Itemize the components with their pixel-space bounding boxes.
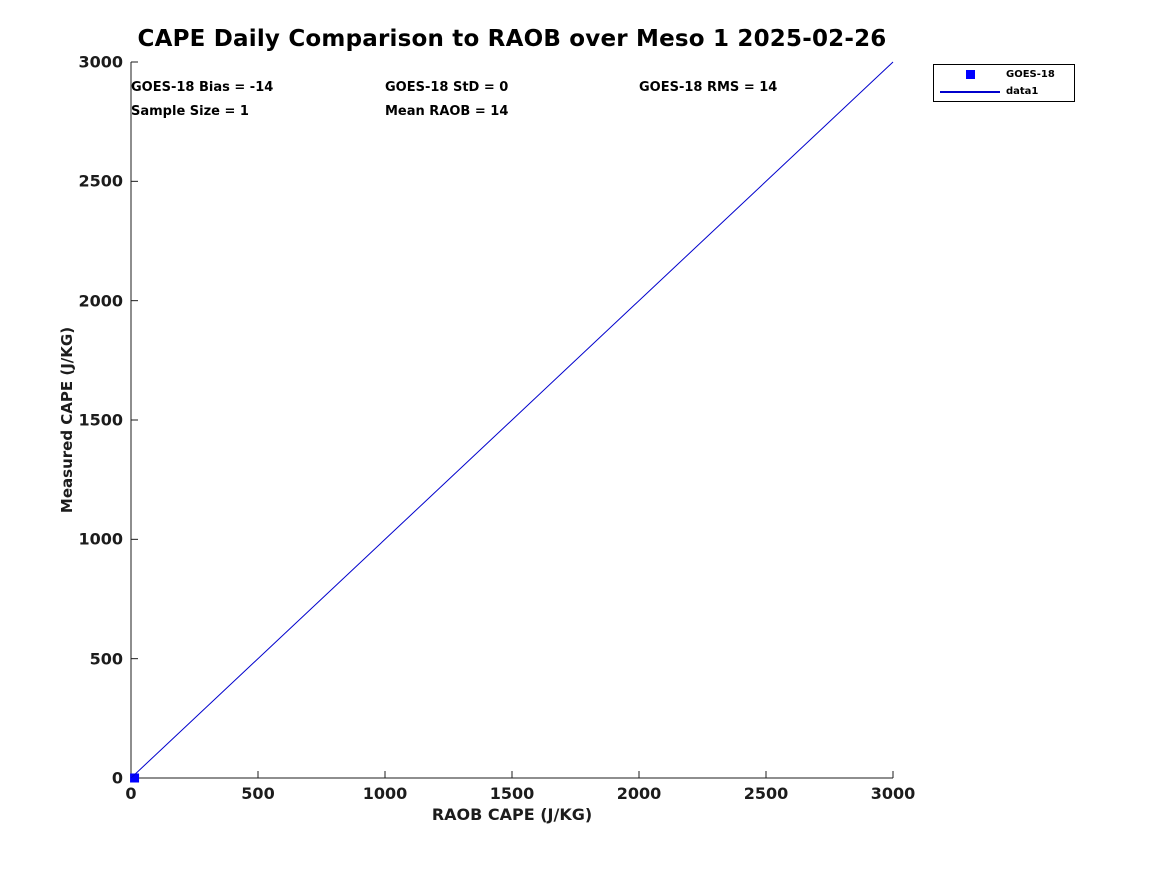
y-tick-label: 1500 bbox=[78, 410, 123, 430]
y-tick-label: 500 bbox=[89, 649, 123, 669]
x-tick-label: 0 bbox=[125, 784, 137, 803]
stat-rms: GOES-18 RMS = 14 bbox=[639, 80, 778, 95]
legend: GOES-18 data1 bbox=[933, 64, 1075, 102]
chart-title: CAPE Daily Comparison to RAOB over Meso … bbox=[137, 26, 887, 52]
legend-label: data1 bbox=[1006, 86, 1039, 97]
y-tick-label: 1000 bbox=[78, 529, 123, 549]
legend-sample-area bbox=[934, 90, 1006, 93]
x-tick-label: 2000 bbox=[616, 784, 662, 803]
identity-line bbox=[130, 61, 894, 779]
x-tick-label: 3000 bbox=[870, 784, 916, 803]
x-tick-label: 1000 bbox=[362, 784, 408, 803]
stat-sample-size: Sample Size = 1 bbox=[131, 104, 249, 119]
legend-label: GOES-18 bbox=[1006, 69, 1055, 80]
stat-std: GOES-18 StD = 0 bbox=[385, 80, 509, 95]
legend-entry-goes18: GOES-18 bbox=[934, 66, 1074, 83]
stat-mean-raob: Mean RAOB = 14 bbox=[385, 104, 509, 119]
legend-line-sample-icon bbox=[940, 90, 1000, 93]
x-tick-label: 500 bbox=[241, 784, 275, 803]
x-tick-label: 1500 bbox=[489, 784, 535, 803]
y-tick-label: 2000 bbox=[78, 291, 123, 311]
y-tick-label: 0 bbox=[111, 768, 123, 788]
stat-bias: GOES-18 Bias = -14 bbox=[131, 80, 274, 95]
x-axis-label: RAOB CAPE (J/KG) bbox=[431, 805, 593, 824]
y-tick-label: 3000 bbox=[78, 52, 123, 72]
legend-entry-data1: data1 bbox=[934, 83, 1074, 100]
legend-sample-area bbox=[934, 70, 1006, 79]
legend-square-marker-icon bbox=[965, 70, 975, 79]
x-tick-label: 2500 bbox=[743, 784, 789, 803]
y-tick-label: 2500 bbox=[78, 171, 123, 191]
y-axis-label: Measured CAPE (J/KG) bbox=[58, 326, 76, 514]
data-point-marker bbox=[130, 773, 140, 783]
